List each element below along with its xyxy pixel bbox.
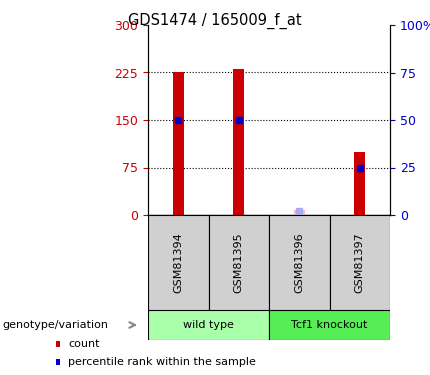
Bar [148, 310, 269, 340]
Text: GSM81397: GSM81397 [355, 232, 365, 293]
Text: GDS1474 / 165009_f_at: GDS1474 / 165009_f_at [128, 13, 302, 29]
Text: GSM81396: GSM81396 [294, 232, 304, 293]
Bar [233, 69, 244, 215]
Bar [269, 310, 390, 340]
Bar [354, 152, 365, 215]
Text: GSM81394: GSM81394 [173, 232, 183, 293]
Bar [329, 215, 390, 310]
Bar [294, 210, 305, 215]
Bar [148, 215, 209, 310]
Text: percentile rank within the sample: percentile rank within the sample [68, 357, 256, 367]
Text: GSM81395: GSM81395 [234, 232, 244, 293]
Bar [209, 215, 269, 310]
Text: genotype/variation: genotype/variation [2, 320, 108, 330]
Bar [269, 215, 329, 310]
Text: wild type: wild type [183, 320, 234, 330]
Text: count: count [68, 339, 100, 349]
Text: Tcf1 knockout: Tcf1 knockout [291, 320, 368, 330]
Bar [173, 72, 184, 215]
